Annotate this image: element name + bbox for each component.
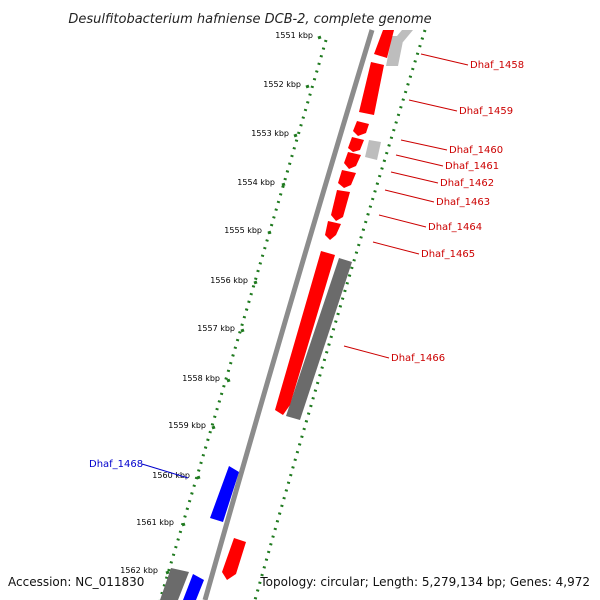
kbp-tick-label: 1552 kbp (263, 80, 301, 89)
map-title: Desulfitobacterium hafniense DCB-2, comp… (68, 12, 431, 27)
gene-label[interactable]: Dhaf_1465 (421, 249, 475, 260)
kbp-tick-label: 1556 kbp (210, 276, 248, 285)
gene-dhaf-1464[interactable] (338, 170, 356, 188)
gene-labels: Dhaf_1458 Dhaf_1459 Dhaf_1460 Dhaf_1461 Dhaf… (89, 53, 524, 479)
gene-label-leader (343, 345, 390, 359)
inner-dotted-ring (253, 29, 427, 600)
gene-dhaf-1461[interactable] (353, 121, 369, 136)
kbp-tick-mark (305, 84, 310, 89)
gene-label[interactable]: Dhaf_1462 (440, 178, 494, 189)
gene-dhaf-1459[interactable] (359, 62, 384, 115)
forward-strand-genes (222, 30, 394, 580)
gene-label[interactable]: Dhaf_1468 (89, 459, 143, 470)
gene-dhaf-1468[interactable] (210, 466, 239, 522)
gene-label-leader (395, 154, 444, 167)
kbp-tick-label: 1561 kbp (136, 518, 174, 527)
highlight-genes (183, 466, 239, 600)
gene-label-leader (420, 53, 469, 66)
kbp-tick-mark (240, 328, 245, 333)
gene-dhaf-1463[interactable] (344, 152, 361, 169)
gene-dhaf-1460[interactable] (365, 140, 381, 160)
gene-label-leader (378, 214, 427, 228)
gene-label-leader (141, 463, 189, 479)
kbp-tick-mark (317, 35, 322, 40)
gene-dhaf-1466-fwd[interactable] (275, 251, 335, 415)
kbp-tick-label: 1553 kbp (251, 129, 289, 138)
gene-label[interactable]: Dhaf_1458 (470, 60, 524, 71)
kbp-tick-mark (196, 475, 201, 480)
kbp-tick-label: 1562 kbp (120, 566, 158, 575)
genome-backbone (202, 29, 375, 600)
accession-text: Accession: NC_011830 (8, 575, 144, 589)
kbp-tick-label: 1555 kbp (224, 226, 262, 235)
kbp-tick-mark (267, 230, 272, 235)
gene-label[interactable]: Dhaf_1461 (445, 161, 499, 172)
gene-label-leader (372, 241, 420, 255)
gene-label-leader (384, 189, 435, 203)
kbp-tick-label: 1560 kbp (152, 471, 190, 480)
kbp-tick-mark (211, 425, 216, 430)
gene-dhaf-1470[interactable] (183, 574, 204, 600)
kbp-tick-label: 1554 kbp (237, 178, 275, 187)
gene-label[interactable]: Dhaf_1466 (391, 353, 445, 364)
kbp-tick-label: 1558 kbp (182, 374, 220, 383)
gene-dhaf-1465a[interactable] (331, 190, 350, 221)
outer-dotted-ring (158, 39, 328, 600)
gene-label[interactable]: Dhaf_1459 (459, 106, 513, 117)
kbp-tick-mark (165, 570, 170, 575)
gene-label-leader (390, 171, 439, 184)
kbp-tick-label: 1557 kbp (197, 324, 235, 333)
gene-dhaf-1467-tail[interactable] (160, 568, 189, 600)
kbp-tick-labels: 1551 kbp 1552 kbp 1553 kbp 1554 kbp 1555 kbp… (120, 31, 322, 575)
gene-label[interactable]: Dhaf_1463 (436, 197, 490, 208)
genome-summary-text: Topology: circular; Length: 5,279,134 bp… (259, 575, 590, 589)
kbp-tick-mark (281, 182, 286, 187)
kbp-tick-mark (253, 280, 258, 285)
gene-label-leader (408, 99, 458, 112)
gene-label[interactable]: Dhaf_1460 (449, 145, 503, 156)
gene-dhaf-1465b[interactable] (325, 221, 341, 240)
gene-label-leader (400, 139, 448, 151)
kbp-tick-label: 1551 kbp (275, 31, 313, 40)
gene-dhaf-1466[interactable] (286, 258, 352, 420)
kbp-tick-mark (226, 378, 231, 383)
kbp-tick-mark (293, 133, 298, 138)
kbp-tick-mark (181, 522, 186, 527)
gene-dhaf-1462[interactable] (348, 137, 364, 152)
gene-dhaf-1469[interactable] (222, 538, 246, 580)
kbp-tick-label: 1559 kbp (168, 421, 206, 430)
gene-dhaf-1457[interactable] (374, 30, 394, 58)
gene-label[interactable]: Dhaf_1464 (428, 222, 482, 233)
